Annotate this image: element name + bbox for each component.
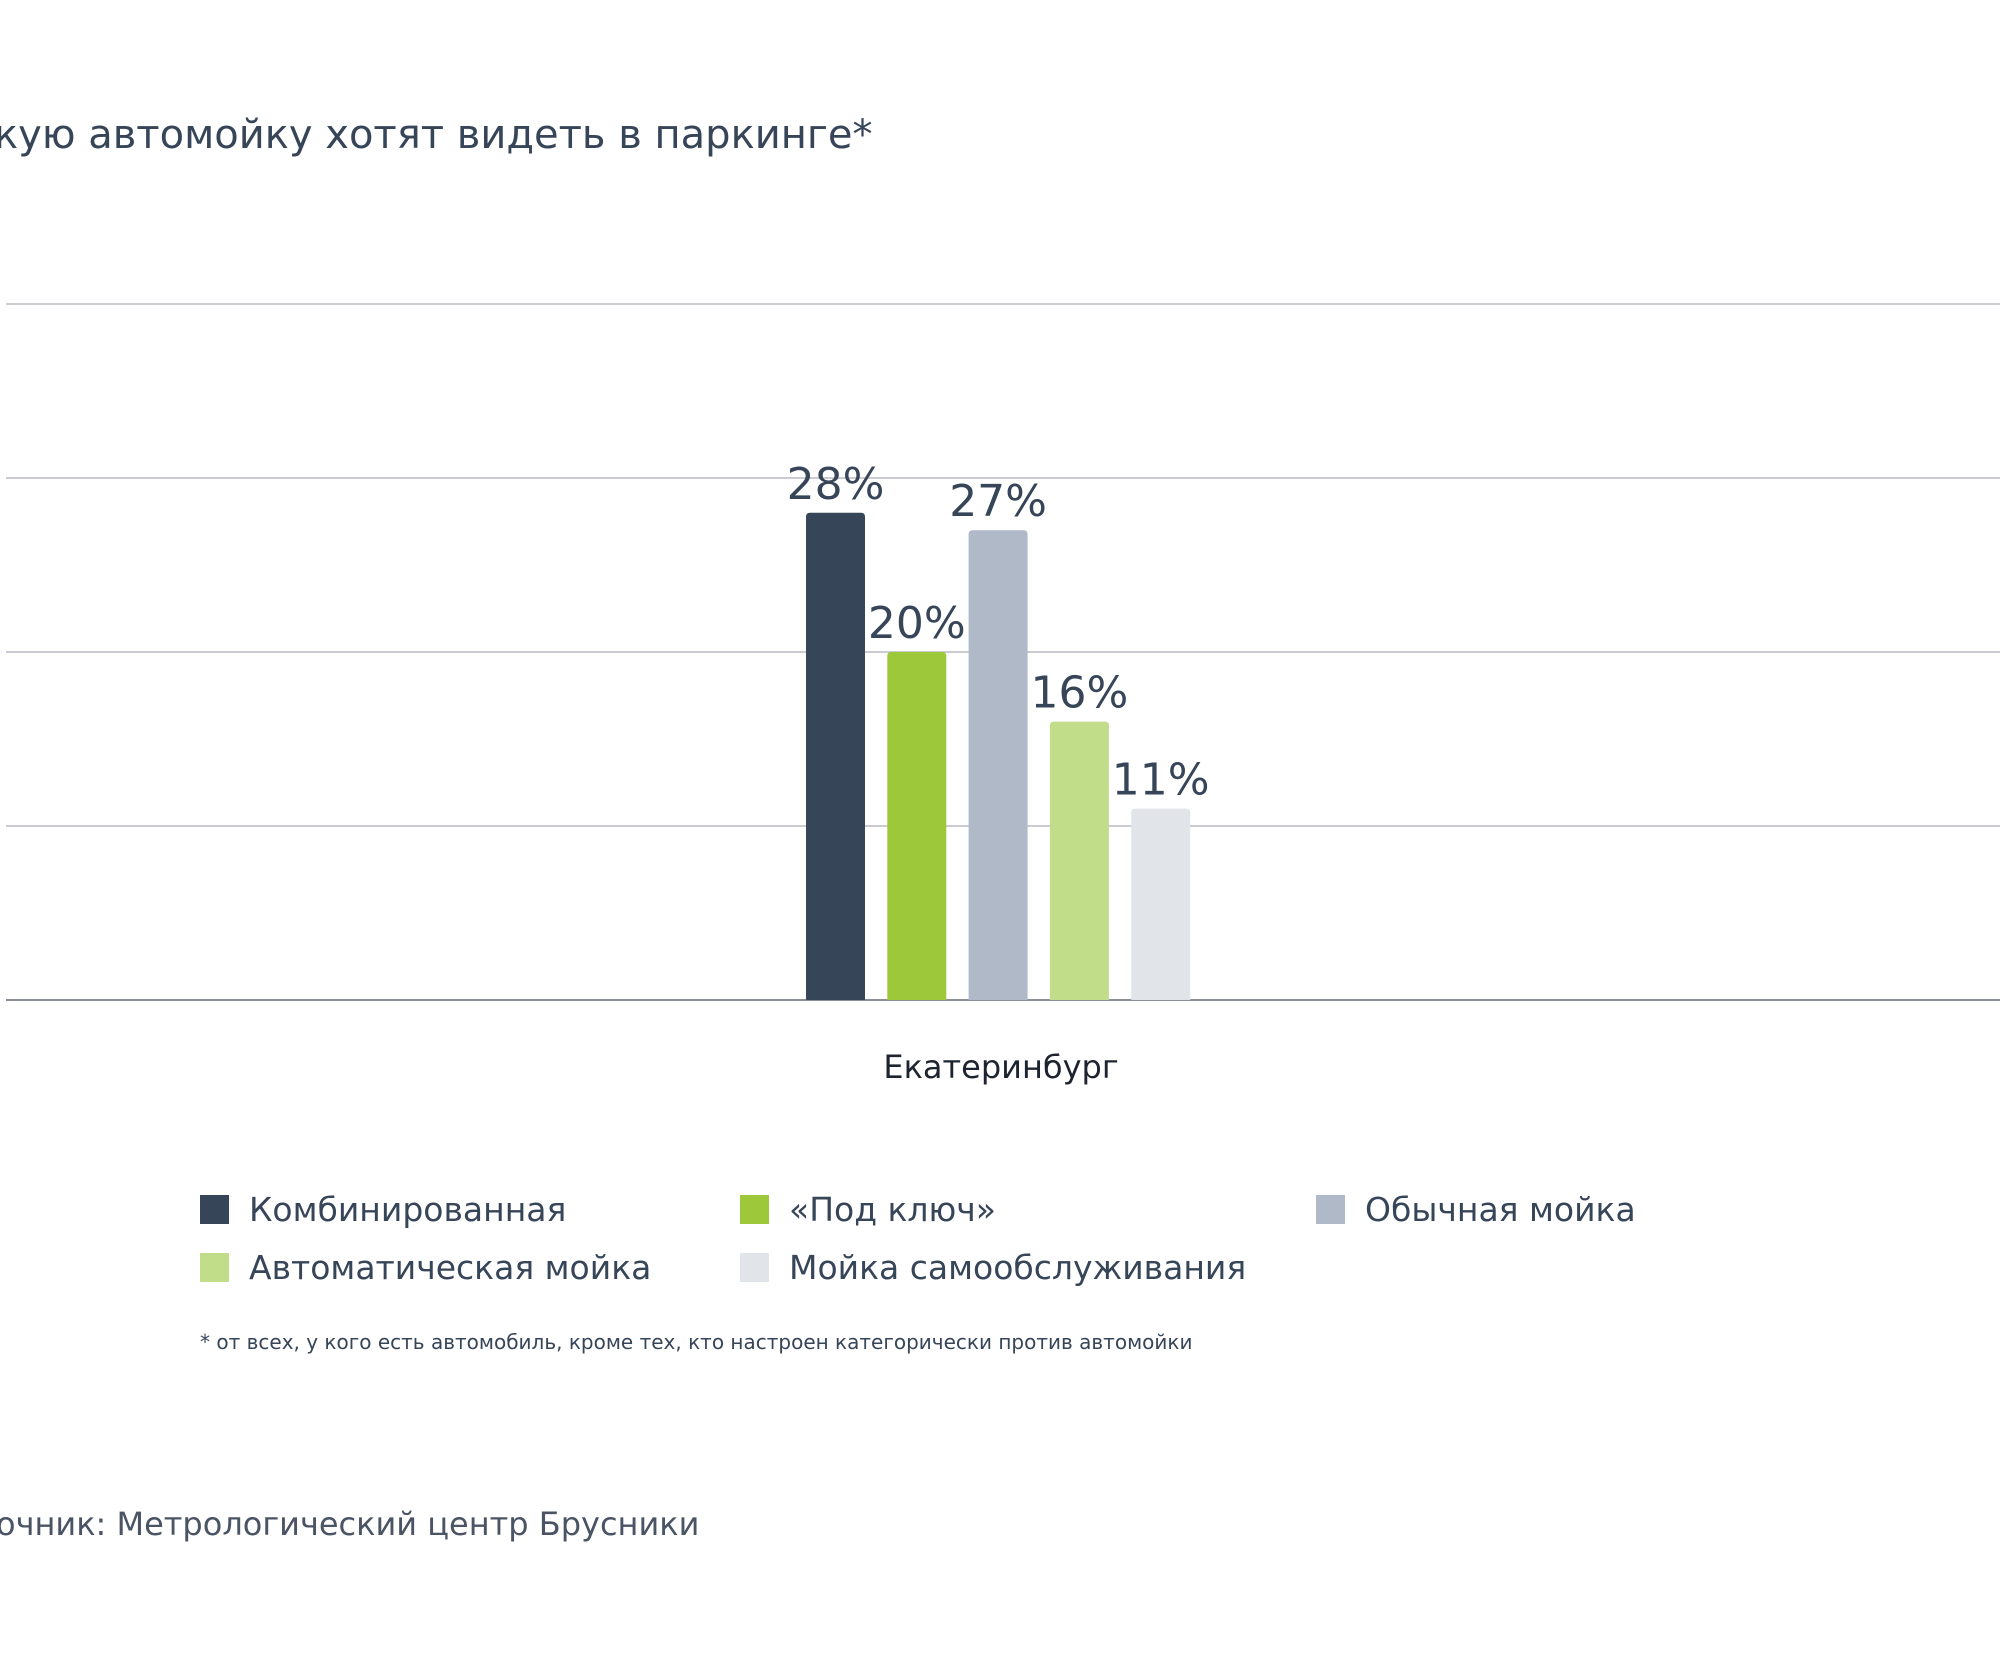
data-label: 16% bbox=[1031, 668, 1129, 719]
data-label: 11% bbox=[1112, 755, 1210, 806]
bar bbox=[1131, 808, 1191, 1000]
data-label: 28% bbox=[787, 459, 885, 510]
bar bbox=[968, 530, 1028, 1000]
legend-label: «Под ключ» bbox=[789, 1190, 996, 1229]
data-label: 20% bbox=[868, 598, 966, 649]
legend-item-combined: Комбинированная bbox=[200, 1190, 566, 1229]
legend-swatch bbox=[740, 1195, 769, 1224]
chart-title: кую автомойку хотят видеть в паркинге* bbox=[0, 112, 873, 158]
legend-swatch bbox=[200, 1195, 229, 1224]
legend-label: Автоматическая мойка bbox=[249, 1248, 652, 1287]
legend-label: Комбинированная bbox=[249, 1190, 567, 1229]
x-tick-label: Екатеринбург bbox=[883, 1048, 1118, 1086]
data-label: 27% bbox=[949, 476, 1047, 527]
source-note: очник: Метрологический центр Брусники bbox=[0, 1505, 700, 1543]
footnote: * от всех, у кого есть автомобиль, кроме… bbox=[200, 1330, 1193, 1354]
legend-item-self-service: Мойка самообслуживания bbox=[740, 1248, 1246, 1287]
bar bbox=[887, 652, 947, 1000]
bar bbox=[1049, 721, 1109, 1000]
legend-item-regular: Обычная мойка bbox=[1316, 1190, 1636, 1229]
legend-label: Обычная мойка bbox=[1365, 1190, 1636, 1229]
legend-item-automatic: Автоматическая мойка bbox=[200, 1248, 651, 1287]
legend-swatch bbox=[740, 1253, 769, 1282]
legend-swatch bbox=[200, 1253, 229, 1282]
legend-label: Мойка самообслуживания bbox=[789, 1248, 1247, 1287]
legend-swatch bbox=[1316, 1195, 1345, 1224]
bar bbox=[806, 512, 865, 1000]
legend-item-turnkey: «Под ключ» bbox=[740, 1190, 996, 1229]
